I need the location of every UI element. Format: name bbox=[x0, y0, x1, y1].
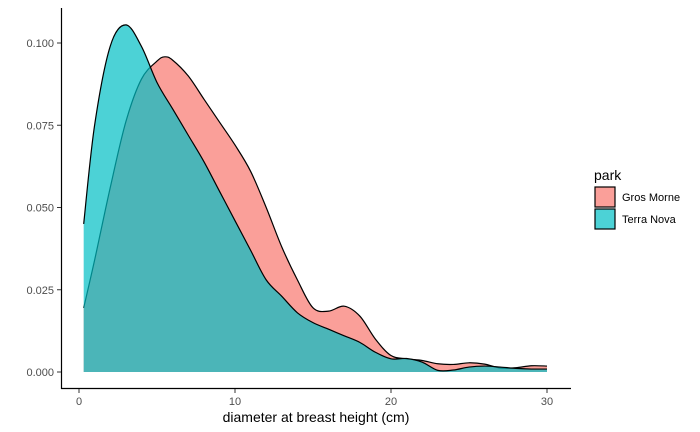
legend-title: park bbox=[594, 167, 622, 183]
legend-key-terra-nova bbox=[594, 208, 616, 230]
legend-key-gros-morne bbox=[594, 186, 616, 208]
x-tick-label: 20 bbox=[385, 396, 397, 408]
x-tick-label: 10 bbox=[229, 396, 241, 408]
legend: park Gros Morne Terra Nova bbox=[594, 167, 680, 230]
y-tick-label: 0.025 bbox=[26, 285, 54, 297]
y-tick-label: 0.100 bbox=[26, 38, 54, 50]
x-axis-title: diameter at breast height (cm) bbox=[223, 409, 410, 425]
density-area-terra-nova bbox=[83, 24, 548, 372]
legend-label-gros-morne: Gros Morne bbox=[622, 192, 680, 204]
y-ticks: 0.000 0.025 0.050 0.075 0.100 bbox=[26, 38, 61, 379]
density-areas bbox=[83, 24, 548, 372]
density-outline-gros-morne bbox=[83, 56, 548, 369]
x-ticks: 0 10 20 30 bbox=[76, 389, 553, 408]
y-tick-label: 0.075 bbox=[26, 120, 54, 132]
y-tick-label: 0.000 bbox=[26, 367, 54, 379]
x-tick-label: 30 bbox=[541, 396, 553, 408]
axes bbox=[60, 8, 571, 390]
density-outline-terra-nova bbox=[83, 24, 548, 372]
y-tick-label: 0.050 bbox=[26, 203, 54, 215]
x-tick-label: 0 bbox=[76, 396, 82, 408]
legend-label-terra-nova: Terra Nova bbox=[622, 214, 677, 226]
legend-items: Gros Morne Terra Nova bbox=[594, 186, 680, 230]
